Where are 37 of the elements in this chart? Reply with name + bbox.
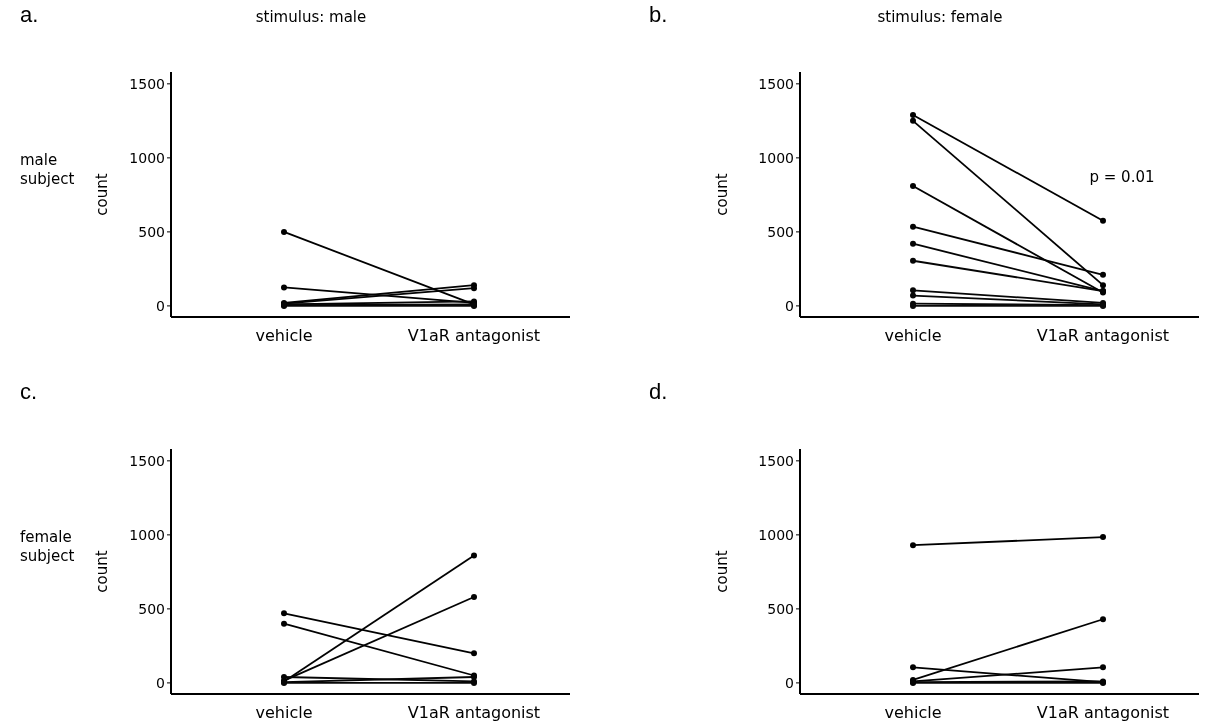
x-tick-label: vehicle [255,326,313,345]
y-tick-label: 1000 [758,526,794,543]
x-tick-label: V1aR antagonist [407,703,541,722]
y-tick-label: 1500 [129,75,165,92]
y-tick-label: 0 [785,297,794,314]
text: a. [20,2,39,27]
text: male subject [20,151,75,188]
y-tick-label: 500 [138,600,165,617]
text: c. [20,379,38,404]
annotation: p = 0.01 [1089,168,1155,186]
x-tick-label: V1aR antagonist [1036,703,1170,722]
text: d. [649,379,668,404]
y-tick-label: 1500 [758,75,794,92]
y-tick-label: 1500 [129,452,165,469]
y-axis-title: count [93,173,111,216]
y-tick-label: 0 [785,674,794,691]
y-tick-label: 0 [156,297,165,314]
y-axis-title: count [93,550,111,593]
y-axis-title: count [713,173,731,216]
x-tick-label: vehicle [884,326,942,345]
y-tick-label: 1000 [129,149,165,166]
y-tick-label: 0 [156,674,165,691]
text: b. [649,2,668,27]
text: female subject [20,528,75,565]
x-tick-label: vehicle [884,703,942,722]
y-tick-label: 1500 [758,452,794,469]
y-tick-label: 500 [138,223,165,240]
y-axis-title: count [713,550,731,593]
chart-title: stimulus: female [877,8,1003,26]
y-tick-label: 500 [767,223,794,240]
y-tick-label: 1000 [129,526,165,543]
x-tick-label: V1aR antagonist [1036,326,1170,345]
y-tick-label: 500 [767,600,794,617]
y-tick-label: 1000 [758,149,794,166]
x-tick-label: V1aR antagonist [407,326,541,345]
chart-title: stimulus: male [255,8,367,26]
x-tick-label: vehicle [255,703,313,722]
